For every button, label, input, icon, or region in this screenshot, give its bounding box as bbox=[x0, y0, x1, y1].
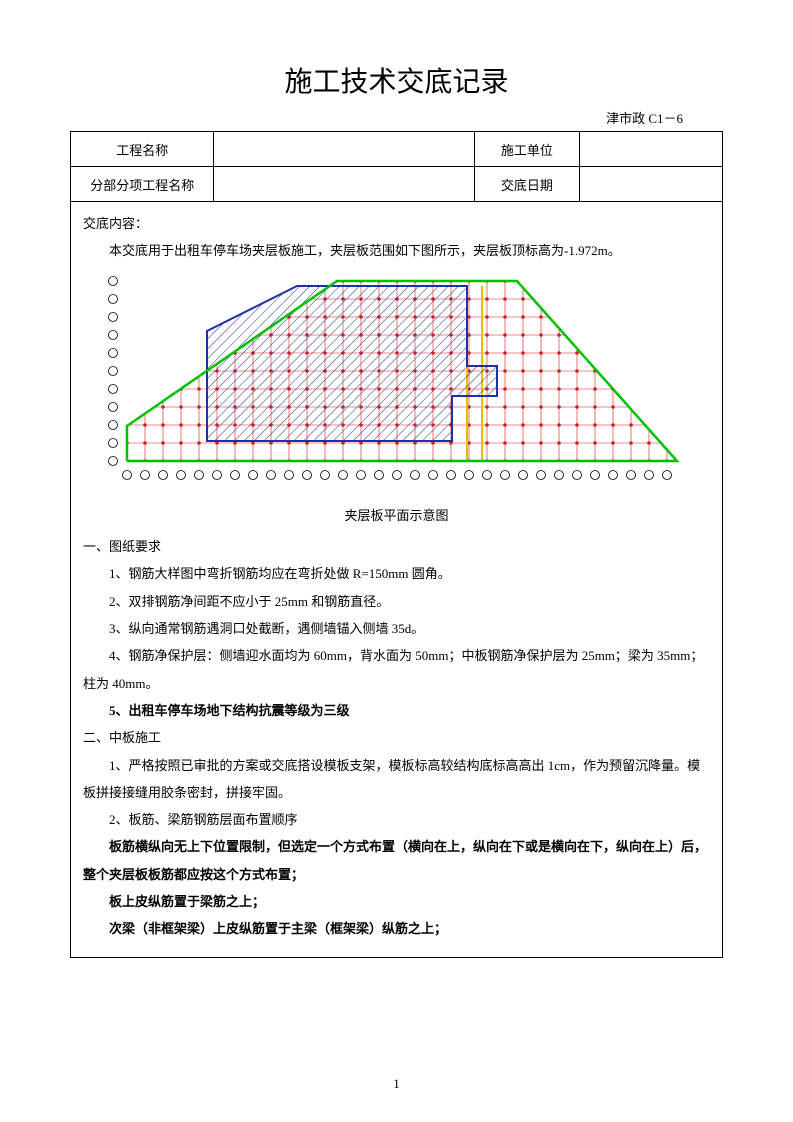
hdr-col1-label: 工程名称 bbox=[71, 132, 214, 167]
hdr-col1-value bbox=[214, 132, 475, 167]
hdr-col2-label: 施工单位 bbox=[475, 132, 579, 167]
hdr2-col2-label: 交底日期 bbox=[475, 167, 579, 202]
content-heading: 交底内容： bbox=[83, 210, 710, 237]
content-box: 交底内容： 本交底用于出租车停车场夹层板施工，夹层板范围如下图所示，夹层板顶标高… bbox=[70, 202, 723, 958]
hdr-col2-value bbox=[579, 132, 722, 167]
content-intro: 本交底用于出租车停车场夹层板施工，夹层板范围如下图所示，夹层板顶标高为-1.97… bbox=[83, 237, 710, 264]
sec2-p3: 板筋横纵向无上下位置限制，但选定一个方式布置（横向在上，纵向在下或是横向在下，纵… bbox=[83, 833, 710, 888]
sec2-title: 二、中板施工 bbox=[83, 724, 710, 751]
sec1-title: 一、图纸要求 bbox=[83, 533, 710, 560]
sec1-p1: 1、钢筋大样图中弯折钢筋均应在弯折处做 R=150mm 圆角。 bbox=[83, 560, 710, 587]
sec1-p2: 2、双排钢筋净间距不应小于 25mm 和钢筋直径。 bbox=[83, 588, 710, 615]
sec1-p3: 3、纵向通常钢筋遇洞口处截断，遇侧墙锚入侧墙 35d。 bbox=[83, 615, 710, 642]
diagram-caption: 夹层板平面示意图 bbox=[97, 502, 697, 529]
sec2-p4: 板上皮纵筋置于梁筋之上； bbox=[83, 888, 710, 915]
page-number: 1 bbox=[0, 1076, 793, 1092]
sec1-p4: 4、钢筋净保护层：侧墙迎水面均为 60mm，背水面为 50mm；中板钢筋净保护层… bbox=[83, 642, 710, 697]
hdr2-col1-value bbox=[214, 167, 475, 202]
header-table: 工程名称 施工单位 分部分项工程名称 交底日期 bbox=[70, 131, 723, 202]
document-code: 津市政 C1－6 bbox=[70, 108, 723, 127]
document-title: 施工技术交底记录 bbox=[70, 60, 723, 100]
sec2-p5: 次梁（非框架梁）上皮纵筋置于主梁（框架梁）纵筋之上； bbox=[83, 915, 710, 942]
sec2-p1: 1、严格按照已审批的方案或交底搭设模板支架，模板标高较结构底标高高出 1cm，作… bbox=[83, 752, 710, 807]
sec1-p5: 5、出租车停车场地下结构抗震等级为三级 bbox=[83, 697, 710, 724]
sec2-p2: 2、板筋、梁筋钢筋层面布置顺序 bbox=[83, 806, 710, 833]
hdr2-col1-label: 分部分项工程名称 bbox=[71, 167, 214, 202]
hdr2-col2-value bbox=[579, 167, 722, 202]
floorplan-diagram: 夹层板平面示意图 bbox=[97, 271, 697, 530]
